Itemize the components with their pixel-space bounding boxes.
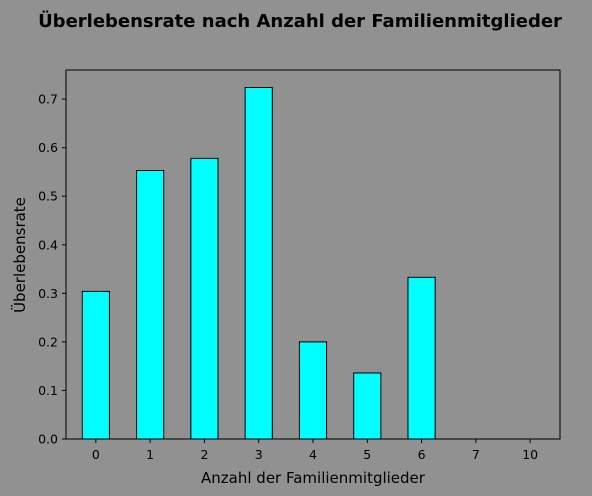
x-tick-label-0: 0: [92, 447, 100, 462]
x-axis-ticks: 0 1 2 3 4 5 6 7 10: [92, 439, 538, 462]
y-tick-label-0: 0.0: [38, 432, 58, 447]
x-tick-label-7: 7: [472, 447, 480, 462]
bar-4: [298, 341, 328, 440]
x-tick-label-10: 10: [522, 447, 538, 462]
x-tick-label-3: 3: [255, 447, 263, 462]
x-axis-label: Anzahl der Familienmitglieder: [201, 469, 426, 487]
x-tick-label-1: 1: [146, 447, 154, 462]
x-tick-label-6: 6: [418, 447, 426, 462]
bar-0: [81, 290, 110, 440]
y-axis-label: Überlebensrate: [10, 197, 29, 313]
y-tick-label-1: 0.1: [38, 383, 58, 398]
x-tick-label-4: 4: [309, 447, 317, 462]
bar-2: [190, 157, 219, 440]
y-tick-label-3: 0.3: [38, 286, 58, 301]
y-tick-label-5: 0.5: [38, 189, 58, 204]
y-tick-label-2: 0.2: [38, 334, 58, 349]
x-tick-label-5: 5: [363, 447, 371, 462]
bars-group: [81, 86, 436, 440]
bar-6: [407, 276, 436, 440]
y-tick-label-7: 0.7: [38, 92, 58, 107]
y-tick-label-4: 0.4: [38, 237, 58, 252]
chart-title: Überlebensrate nach Anzahl der Familienm…: [38, 10, 562, 32]
y-axis-ticks: 0.0 0.1 0.2 0.3 0.4 0.5 0.6 0.7: [38, 92, 66, 447]
y-tick-label-6: 0.6: [38, 140, 58, 155]
bar-5: [353, 372, 382, 440]
x-tick-label-2: 2: [200, 447, 208, 462]
bar-1: [136, 170, 165, 440]
bar-3: [244, 86, 273, 440]
